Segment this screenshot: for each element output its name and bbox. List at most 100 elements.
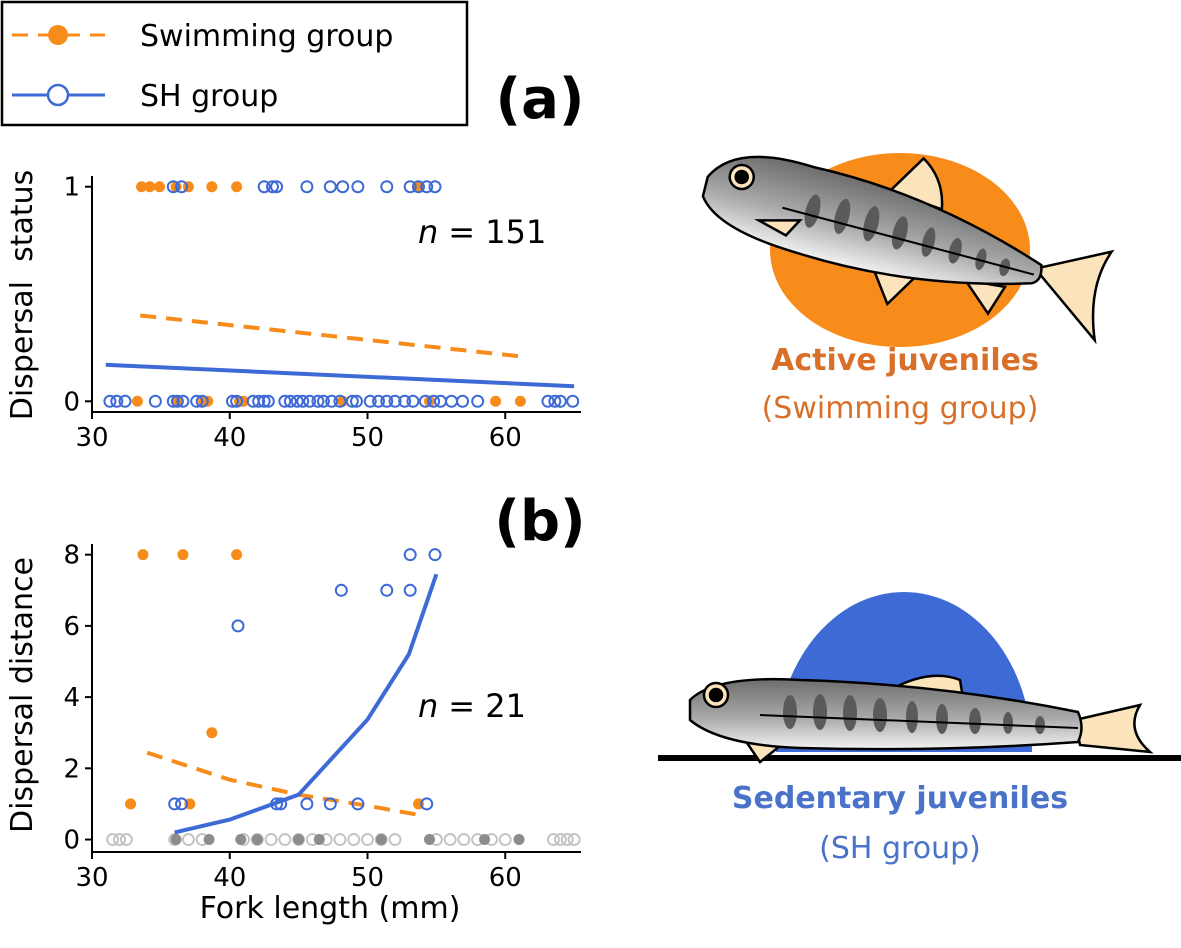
point bbox=[418, 394, 432, 408]
x-tick-label: 40 bbox=[213, 423, 246, 453]
point bbox=[546, 833, 560, 847]
point bbox=[420, 797, 434, 811]
point bbox=[118, 394, 132, 408]
point bbox=[290, 394, 304, 408]
point bbox=[170, 834, 182, 846]
point bbox=[300, 180, 314, 194]
point bbox=[278, 833, 292, 847]
x-tick-label: 50 bbox=[351, 423, 384, 453]
point bbox=[177, 549, 189, 561]
point bbox=[137, 549, 149, 561]
point bbox=[423, 834, 435, 846]
point bbox=[347, 833, 361, 847]
point bbox=[231, 619, 245, 633]
point bbox=[553, 833, 567, 847]
point bbox=[113, 833, 127, 847]
point bbox=[428, 548, 442, 562]
swimming-illustration bbox=[701, 153, 1115, 347]
y-tick-label: 0 bbox=[63, 826, 80, 856]
point bbox=[181, 833, 195, 847]
point bbox=[406, 394, 420, 408]
x-tick-label: 30 bbox=[75, 423, 108, 453]
point bbox=[360, 833, 374, 847]
y-tick-label: 1 bbox=[63, 173, 80, 203]
point bbox=[553, 394, 567, 408]
point bbox=[323, 797, 337, 811]
caption-title: Active juveniles bbox=[771, 343, 1039, 378]
y-tick-label: 4 bbox=[63, 683, 80, 713]
point bbox=[195, 394, 209, 408]
point bbox=[190, 394, 204, 408]
point bbox=[334, 583, 348, 597]
point bbox=[456, 394, 470, 408]
point bbox=[103, 394, 117, 408]
point bbox=[136, 181, 148, 193]
point bbox=[411, 180, 425, 194]
point bbox=[296, 394, 310, 408]
legend-label: Swimming group bbox=[140, 19, 393, 54]
point bbox=[380, 180, 394, 194]
y-axis-label: Dispersal distance bbox=[5, 557, 40, 833]
point bbox=[372, 394, 386, 408]
point bbox=[125, 798, 137, 810]
annotation-text: = 151 bbox=[448, 213, 546, 251]
y-tick-label: 8 bbox=[63, 541, 80, 571]
point bbox=[264, 833, 278, 847]
point bbox=[388, 833, 402, 847]
point bbox=[479, 834, 491, 846]
point bbox=[119, 833, 133, 847]
point bbox=[403, 180, 417, 194]
point bbox=[175, 180, 189, 194]
y-tick-label: 0 bbox=[63, 387, 80, 417]
point bbox=[403, 548, 417, 562]
annotation-text: = 21 bbox=[448, 687, 526, 725]
point bbox=[257, 180, 271, 194]
panel-label: (b) bbox=[494, 489, 585, 554]
annotation-italic: n bbox=[418, 687, 438, 725]
point bbox=[293, 834, 305, 846]
fit-line bbox=[139, 313, 520, 359]
point bbox=[106, 833, 120, 847]
point bbox=[428, 180, 442, 194]
point bbox=[251, 834, 263, 846]
point bbox=[490, 395, 502, 407]
point bbox=[206, 181, 218, 193]
caption-subtitle: (SH group) bbox=[819, 831, 981, 866]
point bbox=[457, 833, 471, 847]
point bbox=[423, 395, 435, 407]
point bbox=[261, 394, 275, 408]
x-tick-label: 60 bbox=[489, 863, 522, 893]
x-tick-label: 30 bbox=[75, 863, 108, 893]
point bbox=[433, 394, 447, 408]
point bbox=[252, 394, 266, 408]
panel-label: (a) bbox=[496, 67, 585, 132]
point bbox=[270, 180, 284, 194]
annotation-italic: n bbox=[418, 213, 438, 251]
point bbox=[345, 394, 359, 408]
x-tick-label: 60 bbox=[489, 423, 522, 453]
legend-marker bbox=[46, 83, 70, 107]
point bbox=[443, 833, 457, 847]
point bbox=[471, 394, 485, 408]
fit-line bbox=[174, 573, 439, 835]
point bbox=[231, 549, 243, 561]
point bbox=[170, 394, 184, 408]
point bbox=[148, 394, 162, 408]
point bbox=[110, 394, 124, 408]
point bbox=[351, 180, 365, 194]
point bbox=[226, 394, 240, 408]
point bbox=[427, 394, 441, 408]
point bbox=[325, 394, 339, 408]
point bbox=[175, 797, 189, 811]
point bbox=[567, 833, 581, 847]
point bbox=[566, 394, 580, 408]
y-tick-label: 2 bbox=[63, 754, 80, 784]
point bbox=[153, 181, 165, 193]
point bbox=[541, 394, 555, 408]
point bbox=[388, 394, 402, 408]
point bbox=[166, 394, 180, 408]
point bbox=[300, 797, 314, 811]
y-tick-label: 6 bbox=[63, 612, 80, 642]
point bbox=[176, 394, 190, 408]
